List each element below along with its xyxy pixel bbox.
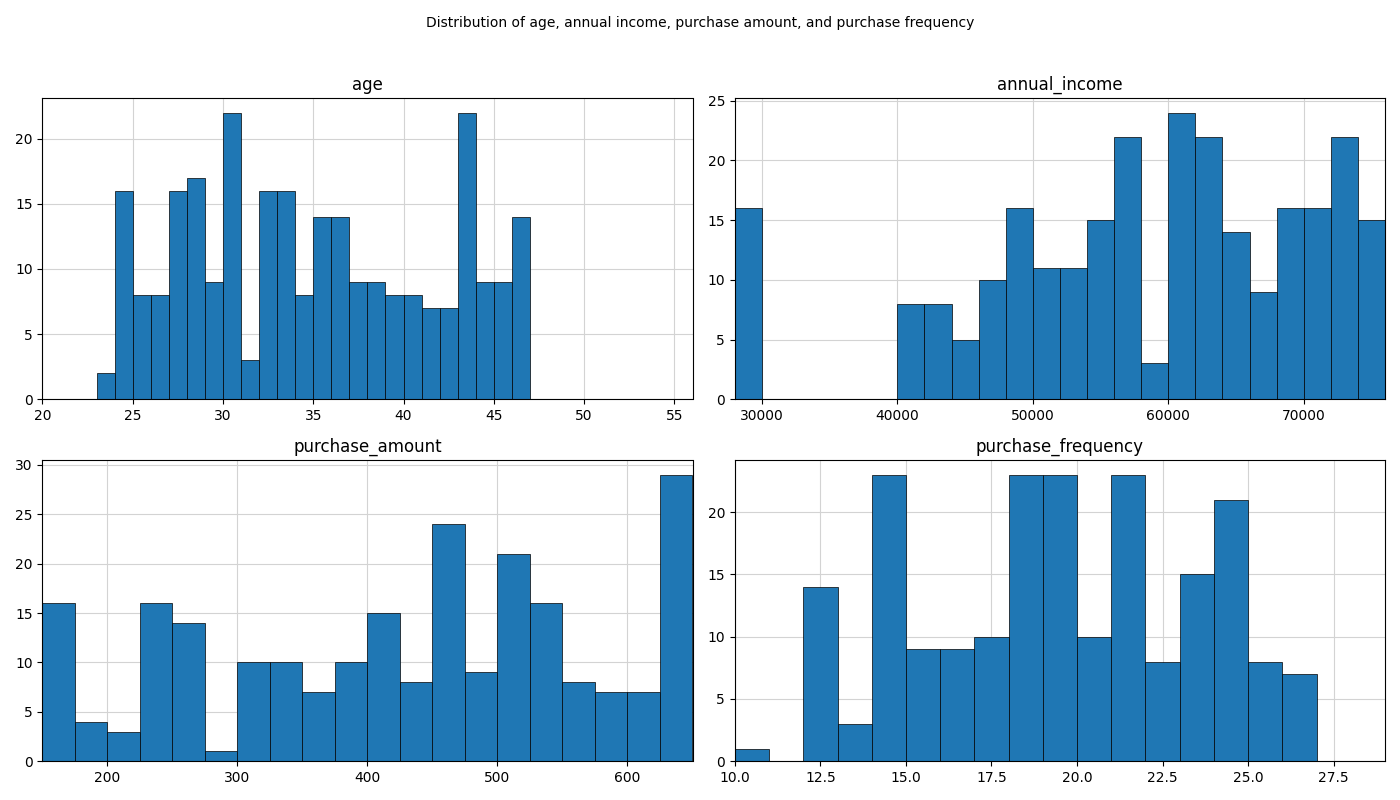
Bar: [837, 724, 872, 762]
Bar: [204, 751, 238, 762]
Bar: [270, 662, 302, 762]
Bar: [627, 692, 659, 762]
Bar: [804, 587, 837, 762]
Bar: [735, 749, 769, 762]
Bar: [952, 339, 979, 399]
Bar: [433, 524, 465, 762]
Bar: [872, 474, 906, 762]
Bar: [421, 308, 440, 399]
Bar: [1168, 113, 1196, 399]
Bar: [332, 217, 350, 399]
Bar: [1277, 208, 1303, 399]
Bar: [295, 295, 314, 399]
Bar: [1145, 662, 1180, 762]
Bar: [1114, 137, 1141, 399]
Bar: [563, 682, 595, 762]
Bar: [1196, 137, 1222, 399]
Bar: [335, 662, 367, 762]
Bar: [151, 295, 169, 399]
Bar: [1141, 363, 1168, 399]
Bar: [367, 613, 400, 762]
Bar: [974, 637, 1008, 762]
Bar: [108, 732, 140, 762]
Bar: [494, 282, 512, 399]
Title: purchase_amount: purchase_amount: [293, 438, 442, 456]
Bar: [906, 649, 941, 762]
Bar: [1331, 137, 1358, 399]
Bar: [1086, 220, 1114, 399]
Title: annual_income: annual_income: [997, 76, 1123, 94]
Bar: [497, 554, 531, 762]
Bar: [440, 308, 458, 399]
Bar: [659, 474, 693, 762]
Bar: [979, 280, 1005, 399]
Bar: [924, 304, 952, 399]
Bar: [133, 295, 151, 399]
Bar: [259, 191, 277, 399]
Bar: [465, 672, 497, 762]
Bar: [350, 282, 367, 399]
Bar: [941, 649, 974, 762]
Bar: [476, 282, 494, 399]
Bar: [512, 217, 531, 399]
Text: Distribution of age, annual income, purchase amount, and purchase frequency: Distribution of age, annual income, purc…: [426, 16, 974, 30]
Bar: [204, 282, 223, 399]
Bar: [1214, 499, 1249, 762]
Bar: [897, 304, 924, 399]
Title: age: age: [351, 76, 382, 94]
Bar: [1060, 268, 1086, 399]
Bar: [241, 360, 259, 399]
Bar: [458, 113, 476, 399]
Bar: [97, 374, 115, 399]
Bar: [302, 692, 335, 762]
Bar: [140, 603, 172, 762]
Bar: [1112, 474, 1145, 762]
Bar: [1033, 268, 1060, 399]
Bar: [595, 692, 627, 762]
Bar: [385, 295, 403, 399]
Title: purchase_frequency: purchase_frequency: [976, 438, 1144, 456]
Bar: [531, 603, 563, 762]
Bar: [1008, 474, 1043, 762]
Bar: [1358, 220, 1385, 399]
Bar: [42, 603, 74, 762]
Bar: [1249, 662, 1282, 762]
Bar: [1282, 674, 1316, 762]
Bar: [186, 178, 204, 399]
Bar: [1303, 208, 1331, 399]
Bar: [1180, 574, 1214, 762]
Bar: [1043, 474, 1077, 762]
Bar: [314, 217, 332, 399]
Bar: [367, 282, 385, 399]
Bar: [277, 191, 295, 399]
Bar: [735, 208, 762, 399]
Bar: [238, 662, 270, 762]
Bar: [1005, 208, 1033, 399]
Bar: [400, 682, 433, 762]
Bar: [1250, 292, 1277, 399]
Bar: [223, 113, 241, 399]
Bar: [169, 191, 186, 399]
Bar: [1222, 232, 1250, 399]
Bar: [403, 295, 421, 399]
Bar: [115, 191, 133, 399]
Bar: [172, 623, 204, 762]
Bar: [74, 722, 108, 762]
Bar: [1077, 637, 1112, 762]
